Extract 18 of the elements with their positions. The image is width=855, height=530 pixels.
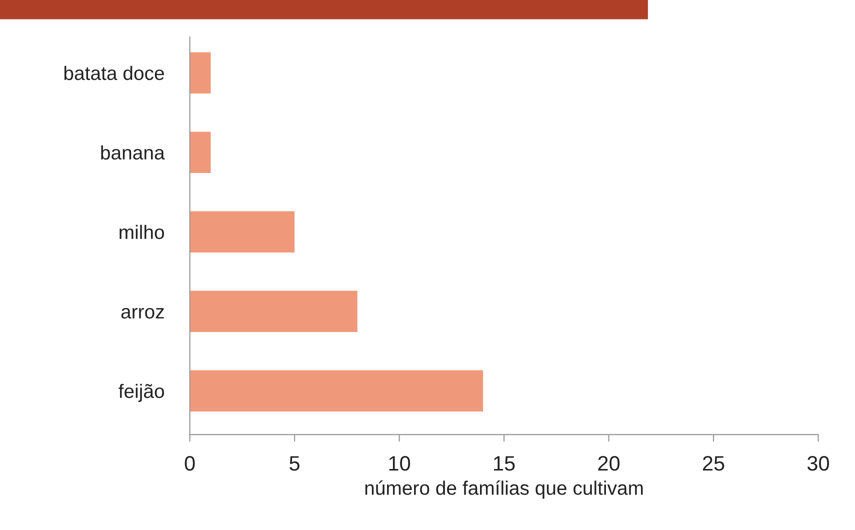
bar	[190, 132, 211, 174]
x-tick-label: 15	[494, 456, 515, 471]
y-tick-label: batata doce	[64, 66, 164, 80]
x-tick-label: 30	[807, 456, 830, 471]
x-tick-label: 25	[702, 456, 724, 471]
bar	[190, 211, 295, 253]
y-tick-label: milho	[120, 224, 164, 240]
x-tick-label: 0	[184, 456, 195, 471]
bar	[190, 290, 358, 332]
x-tick-label: 20	[598, 456, 620, 471]
bar	[190, 52, 211, 94]
y-tick-label: banana	[101, 145, 165, 160]
y-tick-label: feijão	[118, 384, 164, 402]
x-axis-title: número de famílias que cultivam	[365, 480, 643, 499]
x-tick-label: 10	[389, 456, 410, 471]
x-tick-label: 5	[290, 456, 300, 471]
bar	[190, 370, 484, 412]
y-tick-label: arroz	[121, 308, 164, 319]
